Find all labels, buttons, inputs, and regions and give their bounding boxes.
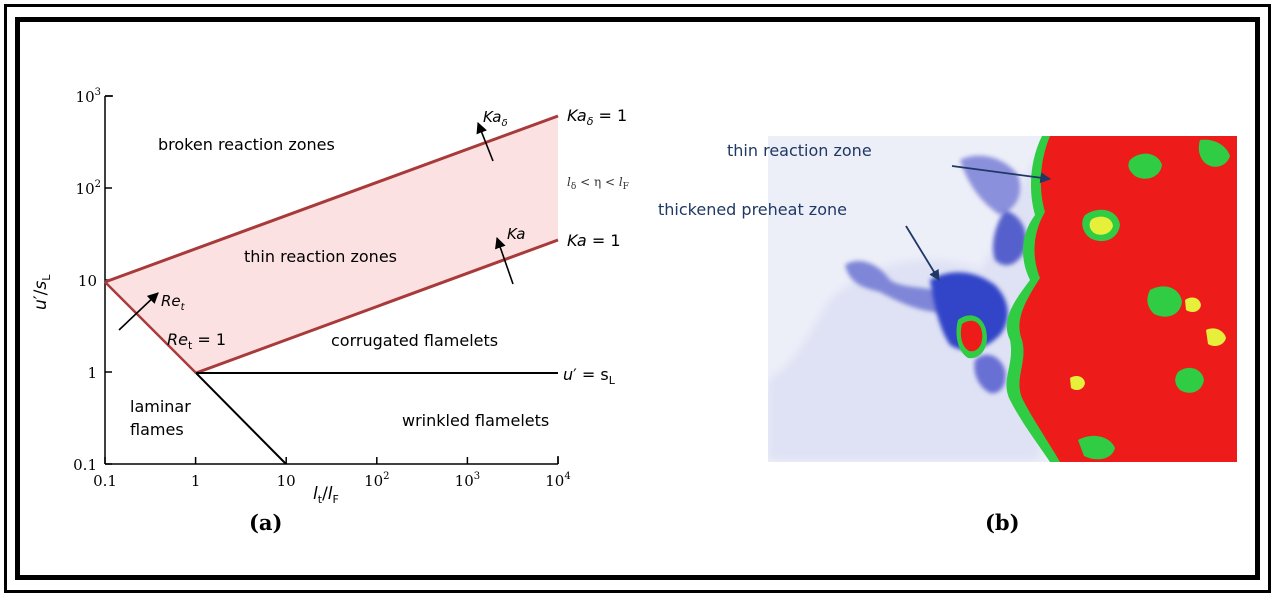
x-tick-label: 103 (455, 471, 480, 490)
re-boundary-upper-line (104, 281, 197, 374)
ka-delta-boundary-line (104, 114, 559, 284)
region-laminar-flames-line1: laminar (130, 397, 191, 416)
ka-arrow (495, 236, 514, 285)
inner-border (15, 17, 1260, 580)
region-broken-reaction-zones: broken reaction zones (158, 135, 335, 154)
caption-a: (a) (249, 510, 282, 535)
label-u-eq-sl: u′ = sL (563, 365, 616, 387)
x-tick-label: 10 (277, 472, 296, 490)
thin-reaction-zone-shading (105, 116, 558, 373)
re-boundary-lower-line (195, 372, 287, 465)
y-tick-label: 102 (76, 179, 101, 198)
label-re-eq-1: Ret = 1 (167, 330, 226, 352)
caption-b: (b) (985, 510, 1020, 535)
thin-reaction-zone-arrow (951, 165, 1052, 184)
x-tick-label: 0.1 (93, 472, 117, 490)
y-tick-label: 10 (78, 272, 97, 290)
y-tick-label: 1 (87, 364, 97, 382)
annotation-thickened-preheat-zone: thickened preheat zone (658, 200, 847, 219)
label-ka-delta-arrow: Kaδ (483, 108, 508, 129)
region-laminar-flames-line2: flames (130, 420, 184, 439)
x-tick-label: 1 (191, 472, 201, 490)
preheat-zone-arrow (905, 225, 940, 281)
flame-snapshot: thin reaction zone thickened preheat zon… (658, 136, 1237, 535)
annotation-thin-reaction-zone: thin reaction zone (727, 141, 872, 160)
outer-border (4, 4, 1271, 593)
re-arrow (118, 292, 159, 331)
label-inequality: lδ < η < lF (567, 175, 629, 192)
flame-field (768, 136, 1237, 462)
x-axis-title: lt/lF (313, 484, 339, 506)
regime-diagram: 0.1 1 10 102 103 104 0.1 1 10 102 103 broken reac… (31, 87, 629, 535)
label-ka-delta-eq-1: Kaδ = 1 (567, 106, 627, 128)
label-ka-arrow: Ka (507, 225, 526, 243)
ka-delta-arrow (476, 121, 494, 162)
y-axis-title: u′/sL (31, 274, 53, 310)
ka-boundary-line (195, 238, 559, 375)
label-re-arrow: Ret (161, 292, 186, 313)
label-ka-eq-1: Ka = 1 (567, 231, 621, 250)
region-wrinkled-flamelets: wrinkled flamelets (402, 411, 549, 430)
y-tick-label: 103 (76, 87, 101, 106)
x-tick-label: 102 (364, 471, 389, 490)
y-tick-label: 0.1 (73, 456, 97, 474)
x-tick-label: 104 (545, 471, 570, 490)
region-corrugated-flamelets: corrugated flamelets (331, 331, 498, 350)
region-thin-reaction-zones: thin reaction zones (244, 247, 397, 266)
